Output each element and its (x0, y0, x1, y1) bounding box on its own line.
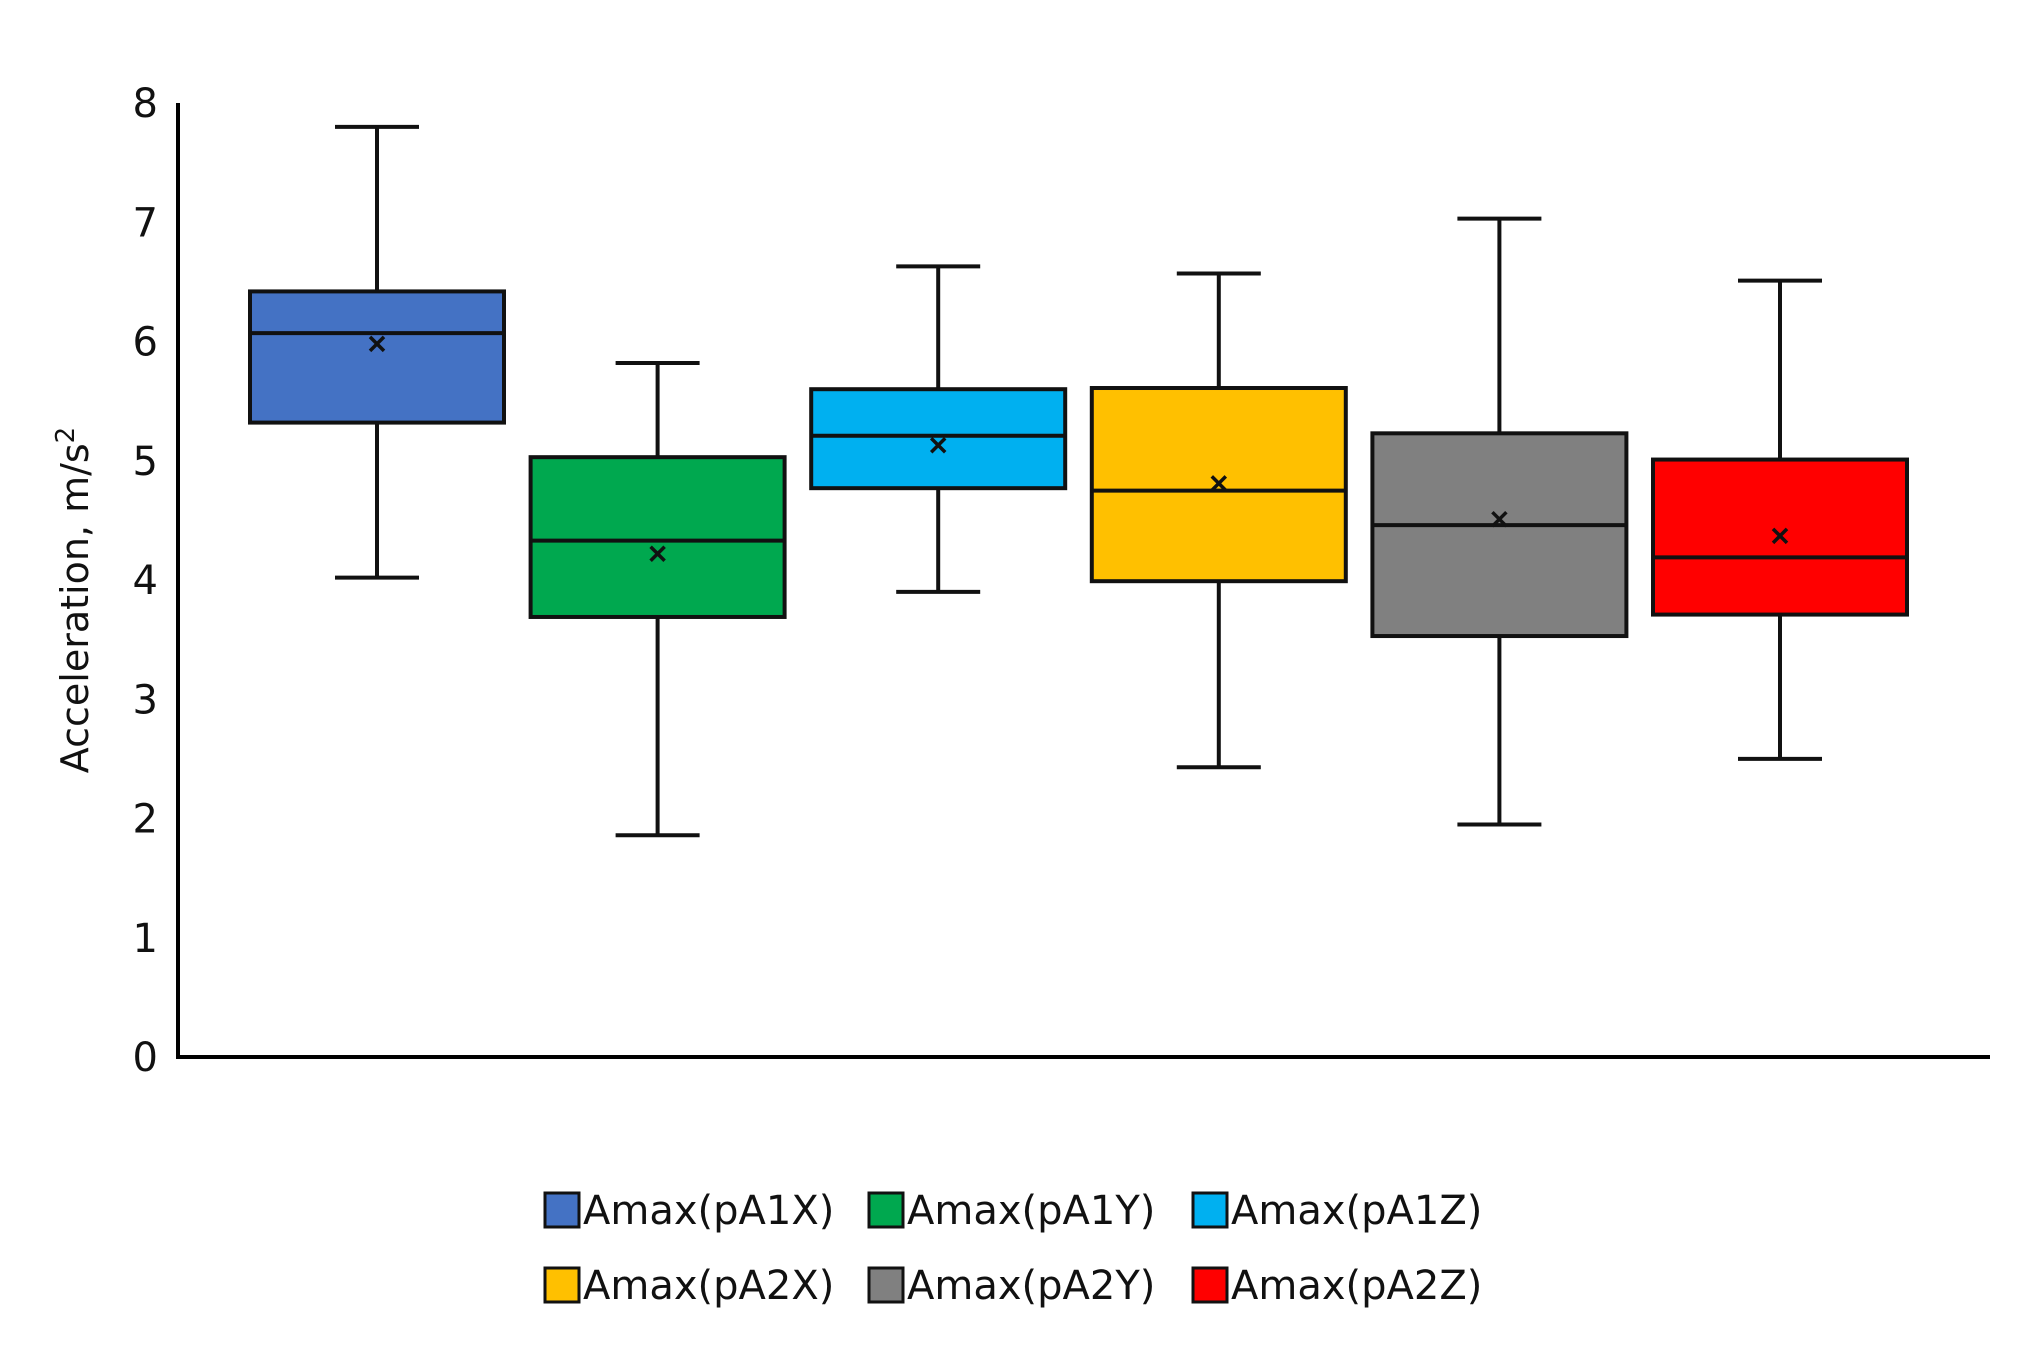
legend-item: Amax(pA2Z) (1191, 1263, 1482, 1309)
mean-marker (368, 335, 386, 353)
legend-item: Amax(pA1X) (543, 1188, 834, 1234)
box-Amax(pA1Z) (809, 264, 1068, 594)
mean-marker (1491, 510, 1508, 528)
legend-label: Amax(pA2Y) (907, 1263, 1155, 1309)
legend-label: Amax(pA1Z) (1231, 1188, 1482, 1234)
legend-label: Amax(pA1Y) (907, 1188, 1155, 1234)
legend-item: Amax(pA2Y) (867, 1263, 1155, 1309)
mean-marker (649, 545, 666, 563)
mean-marker (1771, 527, 1789, 545)
iqr-box (809, 387, 1068, 491)
y-tick-label: 3 (133, 677, 158, 723)
iqr-box (1370, 431, 1629, 639)
y-tick-label: 0 (133, 1035, 158, 1081)
y-tick-label: 8 (133, 81, 158, 127)
box-Amax(pA2Y) (1370, 216, 1629, 827)
y-tick-label: 4 (133, 558, 158, 604)
legend-item: Amax(pA1Z) (1191, 1188, 1482, 1234)
mean-marker (1210, 475, 1228, 492)
legend-swatch (867, 1266, 905, 1304)
box-series (248, 124, 1909, 838)
y-tick-label: 1 (133, 916, 158, 962)
y-axis-title: Acceleration, m/s2 (51, 427, 97, 773)
legend-swatch (543, 1191, 581, 1229)
legend-swatch (543, 1266, 581, 1304)
y-tick-label: 5 (133, 439, 158, 485)
legend-swatch (1191, 1191, 1229, 1229)
legend-label: Amax(pA2X) (583, 1263, 834, 1309)
y-axis-title-superscript: 2 (51, 427, 81, 444)
legend-label: Amax(pA2Z) (1231, 1263, 1482, 1309)
legend-swatch (867, 1191, 905, 1229)
box-Amax(pA1Y) (528, 360, 787, 838)
box-Amax(pA2X) (1089, 271, 1348, 770)
legend-label: Amax(pA1X) (583, 1188, 834, 1234)
y-tick-label: 2 (133, 797, 158, 843)
y-tick-label: 6 (133, 320, 158, 366)
iqr-box (248, 289, 506, 425)
legend-item: Amax(pA2X) (543, 1263, 834, 1309)
box-Amax(pA1X) (248, 124, 506, 580)
y-tick-label: 7 (133, 200, 158, 246)
box-Amax(pA2Z) (1651, 278, 1909, 761)
legend-swatch (1191, 1266, 1229, 1304)
legend: Amax(pA1X) Amax(pA1Y) Amax(pA1Z) Amax(pA2X)… (543, 1188, 1482, 1309)
y-axis-title-text: Acceleration, m/s (53, 443, 97, 773)
legend-item: Amax(pA1Y) (867, 1188, 1155, 1234)
mean-marker (929, 437, 947, 454)
iqr-box (528, 455, 787, 619)
